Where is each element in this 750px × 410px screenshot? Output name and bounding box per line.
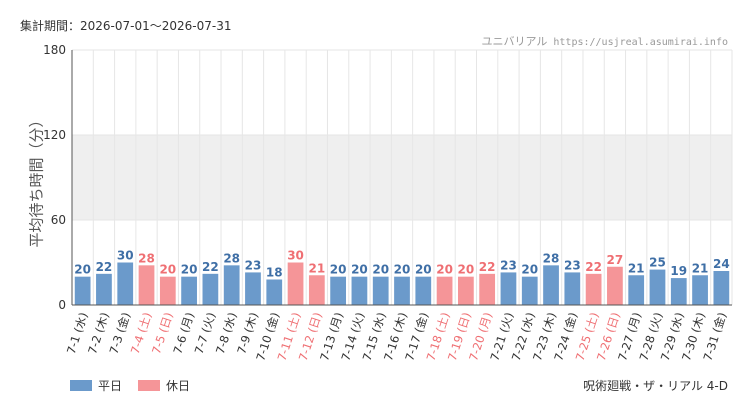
bar-value-label: 20 bbox=[415, 263, 432, 277]
y-tick-label: 0 bbox=[58, 298, 66, 312]
bar bbox=[96, 273, 112, 305]
legend-label-weekday: 平日 bbox=[98, 379, 123, 393]
bar-value-label: 20 bbox=[372, 263, 389, 277]
legend-swatch-weekday bbox=[70, 380, 92, 391]
bar-value-label: 23 bbox=[245, 258, 262, 272]
bar bbox=[117, 262, 134, 305]
bar-value-label: 20 bbox=[394, 263, 411, 277]
bar bbox=[287, 262, 304, 305]
bar-value-label: 21 bbox=[308, 261, 325, 275]
legend-item-holiday: 休日 bbox=[138, 377, 190, 394]
bar-value-label: 30 bbox=[117, 249, 134, 263]
bar-value-label: 23 bbox=[500, 258, 517, 272]
bar bbox=[138, 265, 155, 305]
bar bbox=[713, 271, 730, 305]
bar bbox=[521, 276, 538, 305]
bar bbox=[223, 265, 240, 305]
bar-value-label: 20 bbox=[521, 263, 538, 277]
bar bbox=[649, 269, 666, 305]
bar-value-label: 21 bbox=[628, 261, 645, 275]
bar-value-label: 20 bbox=[159, 263, 176, 277]
y-tick-label: 120 bbox=[43, 128, 66, 142]
site-url: https://usjreal.asumirai.info bbox=[553, 37, 728, 48]
y-tick-label: 60 bbox=[51, 213, 66, 227]
bar bbox=[543, 265, 559, 305]
bar-value-label: 22 bbox=[96, 260, 113, 274]
attraction-name: 呪術廻戦・ザ・リアル 4-D bbox=[583, 379, 728, 393]
bar bbox=[628, 275, 645, 305]
bar-value-label: 28 bbox=[223, 251, 240, 265]
bar-value-label: 20 bbox=[436, 263, 453, 277]
bar-value-label: 30 bbox=[287, 249, 304, 263]
bar bbox=[479, 273, 496, 305]
bar bbox=[670, 278, 687, 305]
bar-value-label: 25 bbox=[649, 256, 666, 270]
bar bbox=[74, 276, 91, 305]
bar-value-label: 20 bbox=[181, 263, 198, 277]
bar-value-label: 23 bbox=[564, 258, 581, 272]
bar bbox=[159, 276, 176, 305]
bar-value-label: 20 bbox=[74, 263, 91, 277]
bar bbox=[564, 272, 581, 305]
bar bbox=[500, 272, 517, 305]
legend: 平日 休日 bbox=[70, 377, 206, 394]
bar bbox=[692, 275, 708, 305]
bar bbox=[330, 276, 347, 305]
shaded-band bbox=[72, 135, 732, 220]
bar bbox=[457, 276, 474, 305]
bar bbox=[394, 276, 410, 305]
legend-label-holiday: 休日 bbox=[166, 379, 191, 393]
bar bbox=[415, 276, 432, 305]
bar bbox=[372, 276, 389, 305]
bar-value-label: 27 bbox=[607, 253, 624, 267]
bar-value-label: 28 bbox=[543, 251, 560, 265]
bar-value-label: 18 bbox=[266, 266, 283, 280]
bar-value-label: 19 bbox=[670, 264, 687, 278]
bar bbox=[607, 266, 623, 305]
bar-value-label: 20 bbox=[330, 263, 347, 277]
site-name: ユニバリアル bbox=[481, 35, 548, 48]
bar-value-label: 22 bbox=[202, 260, 219, 274]
bar bbox=[202, 273, 219, 305]
legend-swatch-holiday bbox=[138, 380, 161, 391]
bar bbox=[436, 276, 453, 305]
bar bbox=[351, 276, 368, 305]
bar bbox=[266, 279, 283, 305]
bar-value-label: 21 bbox=[692, 261, 709, 275]
bar-value-label: 24 bbox=[713, 257, 730, 271]
bar-value-label: 20 bbox=[351, 263, 368, 277]
bar bbox=[308, 275, 325, 305]
site-credit: ユニバリアル https://usjreal.asumirai.info bbox=[482, 33, 729, 49]
period-label: 集計期間：2026-07-01～2026-07-31 bbox=[20, 19, 232, 33]
bar-value-label: 22 bbox=[479, 260, 496, 274]
bar-value-label: 28 bbox=[138, 251, 155, 265]
bar bbox=[245, 272, 261, 305]
legend-item-weekday: 平日 bbox=[70, 377, 122, 394]
y-tick-label: 180 bbox=[43, 43, 66, 57]
bar bbox=[181, 276, 197, 305]
bar-value-label: 22 bbox=[585, 260, 602, 274]
bar bbox=[585, 273, 602, 305]
bar-value-label: 20 bbox=[458, 263, 475, 277]
